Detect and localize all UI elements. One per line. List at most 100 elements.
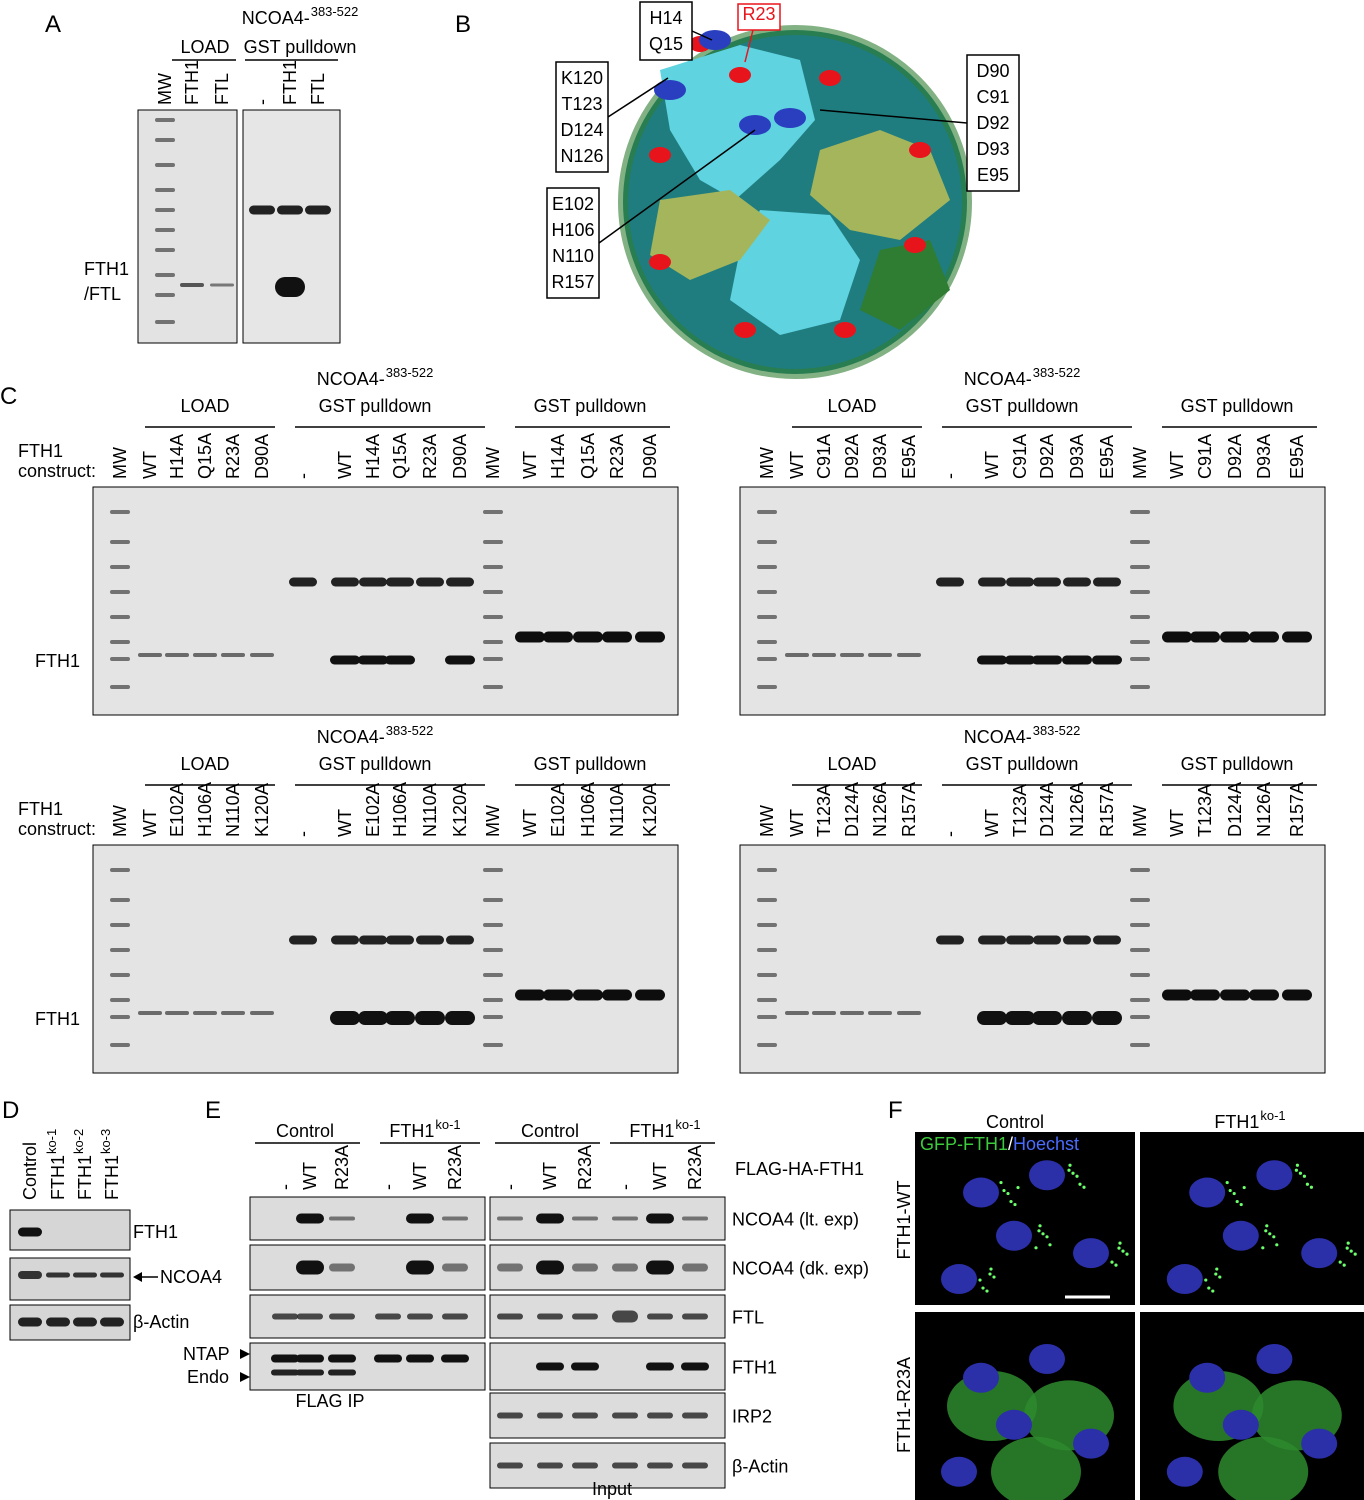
gel	[92, 486, 679, 716]
band	[296, 1354, 324, 1363]
residue-red	[904, 237, 926, 253]
construct-label: construct:	[18, 461, 96, 481]
lane-label: N110A	[607, 783, 627, 837]
band	[328, 1369, 356, 1376]
row-label: FTH1	[133, 1222, 178, 1242]
lane-label: -	[615, 1184, 635, 1190]
band	[1063, 935, 1091, 945]
band	[1005, 1011, 1035, 1025]
puncta	[1239, 1202, 1243, 1207]
lane-label: T123A	[1195, 784, 1215, 837]
group-label-text: Control	[521, 1121, 579, 1141]
band	[515, 631, 545, 643]
lane-label: R23A	[607, 434, 627, 479]
lane-label: Q15A	[195, 433, 215, 479]
lane-label: WT	[1167, 809, 1187, 837]
puncta	[1228, 1188, 1232, 1193]
subunit-olive	[810, 130, 950, 240]
band	[602, 989, 632, 1001]
band	[1093, 577, 1121, 587]
group-label-sup: 383-522	[386, 365, 434, 380]
band	[110, 657, 130, 661]
nucleus	[1222, 1409, 1259, 1440]
band	[757, 510, 777, 514]
band	[612, 1310, 638, 1323]
band	[155, 208, 175, 212]
lane-label: C91A	[814, 434, 834, 479]
group-label: Control	[521, 1121, 579, 1141]
row-label: NCOA4	[160, 1267, 222, 1287]
band	[155, 118, 175, 122]
residue-blue	[654, 80, 686, 100]
band	[612, 1462, 638, 1469]
band	[1130, 898, 1150, 902]
band	[155, 228, 175, 232]
band	[1032, 1011, 1062, 1025]
band	[331, 577, 359, 587]
band	[840, 1011, 864, 1015]
band	[1190, 989, 1220, 1001]
band	[375, 1313, 401, 1320]
band	[757, 923, 777, 927]
residue-red	[649, 254, 671, 270]
group-label: LOAD	[827, 396, 876, 416]
puncta	[1338, 1260, 1342, 1264]
ferritin-rim	[618, 25, 972, 379]
band	[757, 898, 777, 902]
column-label-text: Control	[986, 1112, 1044, 1132]
band	[537, 1462, 563, 1469]
band	[1249, 631, 1279, 643]
band	[543, 989, 573, 1001]
puncta	[1342, 1263, 1346, 1267]
lane-label: D92A	[1225, 434, 1245, 479]
band	[536, 1362, 564, 1371]
band	[1006, 935, 1034, 945]
band	[155, 138, 175, 142]
puncta	[1265, 1224, 1269, 1228]
residue-label: R23	[742, 4, 775, 24]
band	[407, 1313, 433, 1320]
band	[180, 283, 204, 287]
lane-label: K120A	[252, 783, 272, 837]
band	[110, 1015, 130, 1019]
band	[543, 631, 573, 643]
band	[812, 1011, 836, 1015]
lane-label: MW	[757, 447, 777, 479]
band	[483, 948, 503, 952]
lane-label: E95A	[1287, 435, 1307, 479]
band	[1130, 1043, 1150, 1047]
band	[359, 577, 387, 587]
row-label: β-Actin	[732, 1457, 788, 1477]
band	[1130, 923, 1150, 927]
lane-label: -	[378, 1184, 398, 1190]
band	[483, 923, 503, 927]
row-label: FTH1-WT	[894, 1181, 914, 1260]
band	[977, 655, 1007, 665]
band	[757, 685, 777, 689]
lane-label: N110A	[420, 783, 440, 837]
arrow-label: NTAP	[183, 1344, 230, 1364]
lane-label: D124A	[1037, 782, 1057, 837]
lane-label: H14A	[167, 434, 187, 479]
band	[18, 1317, 42, 1327]
band-label: FTH1	[84, 259, 129, 279]
band	[100, 1317, 124, 1327]
residue-red	[834, 322, 856, 338]
puncta	[1117, 1246, 1121, 1250]
band	[445, 655, 475, 665]
group-label: GST pulldown	[319, 754, 432, 774]
residue-red	[909, 142, 931, 158]
lane-label: D93A	[1067, 434, 1087, 479]
puncta	[989, 1267, 993, 1271]
band	[1130, 685, 1150, 689]
nucleus	[996, 1409, 1032, 1440]
lane-label: E95A	[899, 435, 919, 479]
puncta	[1349, 1249, 1353, 1253]
band	[358, 1011, 388, 1025]
band	[1033, 935, 1061, 945]
puncta	[1309, 1185, 1313, 1189]
puncta	[1110, 1260, 1114, 1264]
nucleus	[941, 1264, 977, 1295]
